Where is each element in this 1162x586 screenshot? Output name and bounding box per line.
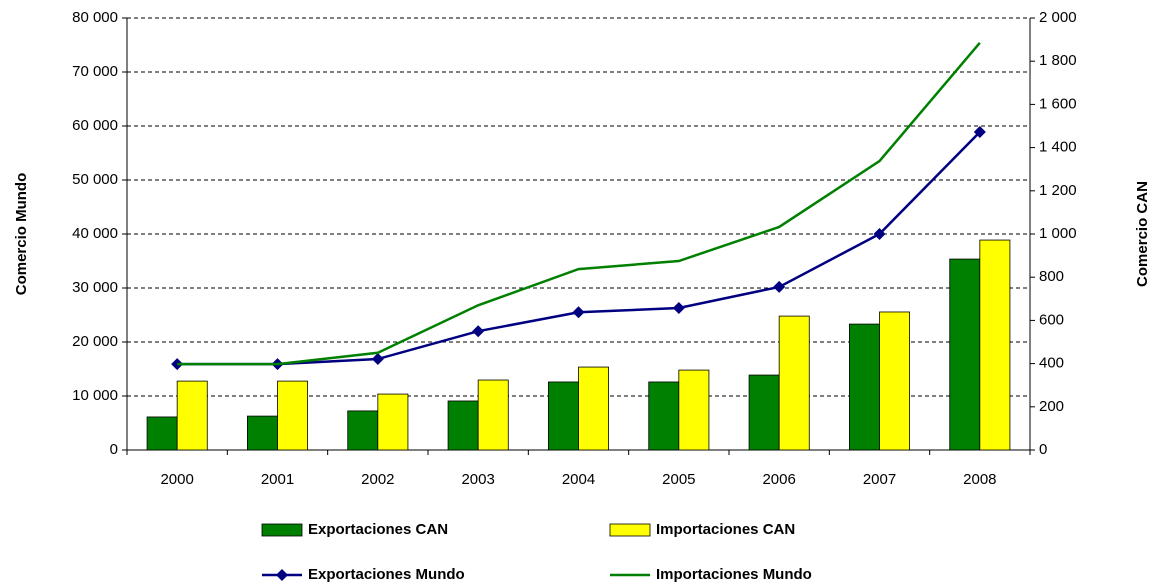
legend-label: Importaciones Mundo	[656, 566, 812, 583]
bar	[678, 369, 710, 451]
x-tick-label: 2004	[562, 471, 595, 488]
y2-tick-label: 600	[1039, 311, 1064, 328]
bar	[949, 258, 981, 451]
y2-tick-label: 200	[1039, 398, 1064, 415]
y2-tick-label: 1 000	[1039, 225, 1077, 242]
x-tick-label: 2005	[662, 471, 695, 488]
bar	[377, 393, 409, 451]
bar	[849, 323, 880, 451]
y2-tick-label: 800	[1039, 268, 1064, 285]
y2-tick-label: 1 600	[1039, 95, 1077, 112]
y-tick-label: 10 000	[72, 387, 118, 404]
marker	[371, 353, 384, 366]
y2-tick-label: 1 400	[1039, 139, 1077, 156]
x-tick-label: 2008	[963, 471, 996, 488]
bar	[246, 415, 278, 451]
x-tick-label: 2000	[160, 471, 193, 488]
y2-axis-label: Comercio CAN	[1134, 181, 1151, 287]
y2-tick-label: 2 000	[1039, 9, 1077, 26]
y-tick-label: 30 000	[72, 279, 118, 296]
y2-tick-label: 1 200	[1039, 182, 1077, 199]
marker	[973, 125, 986, 138]
legend-swatch	[261, 523, 303, 537]
y-tick-label: 0	[110, 441, 118, 458]
marker	[672, 301, 685, 314]
bar	[778, 315, 810, 451]
legend-label: Exportaciones Mundo	[308, 566, 465, 583]
bar	[277, 380, 309, 451]
y-tick-label: 70 000	[72, 63, 118, 80]
line	[177, 42, 981, 366]
bar	[979, 239, 1011, 451]
y-tick-label: 80 000	[72, 9, 118, 26]
marker	[773, 280, 786, 293]
legend-label: Exportaciones CAN	[308, 521, 448, 538]
x-tick-label: 2007	[863, 471, 896, 488]
bar	[548, 381, 579, 451]
y-tick-label: 60 000	[72, 117, 118, 134]
marker	[873, 228, 886, 240]
bar	[146, 416, 178, 451]
x-tick-label: 2003	[461, 471, 494, 488]
y-tick-label: 20 000	[72, 333, 118, 350]
bar	[176, 380, 208, 451]
bar	[879, 311, 911, 451]
bar	[477, 379, 509, 451]
y-tick-label: 40 000	[72, 225, 118, 242]
x-tick-label: 2001	[261, 471, 294, 488]
bar	[578, 366, 610, 451]
legend-label: Importaciones CAN	[656, 521, 795, 538]
y-axis-label: Comercio Mundo	[13, 173, 30, 296]
legend-marker	[276, 569, 288, 581]
x-tick-label: 2006	[762, 471, 795, 488]
bar	[648, 381, 680, 451]
legend-swatch	[609, 523, 651, 537]
marker	[572, 306, 585, 319]
y-tick-label: 50 000	[72, 171, 118, 188]
bar	[748, 374, 780, 451]
marker	[472, 325, 485, 338]
bar	[347, 410, 379, 451]
y2-tick-label: 0	[1039, 441, 1047, 458]
y2-tick-label: 1 800	[1039, 52, 1077, 69]
x-tick-label: 2002	[361, 471, 394, 488]
bar	[447, 400, 479, 451]
y2-tick-label: 400	[1039, 355, 1064, 372]
